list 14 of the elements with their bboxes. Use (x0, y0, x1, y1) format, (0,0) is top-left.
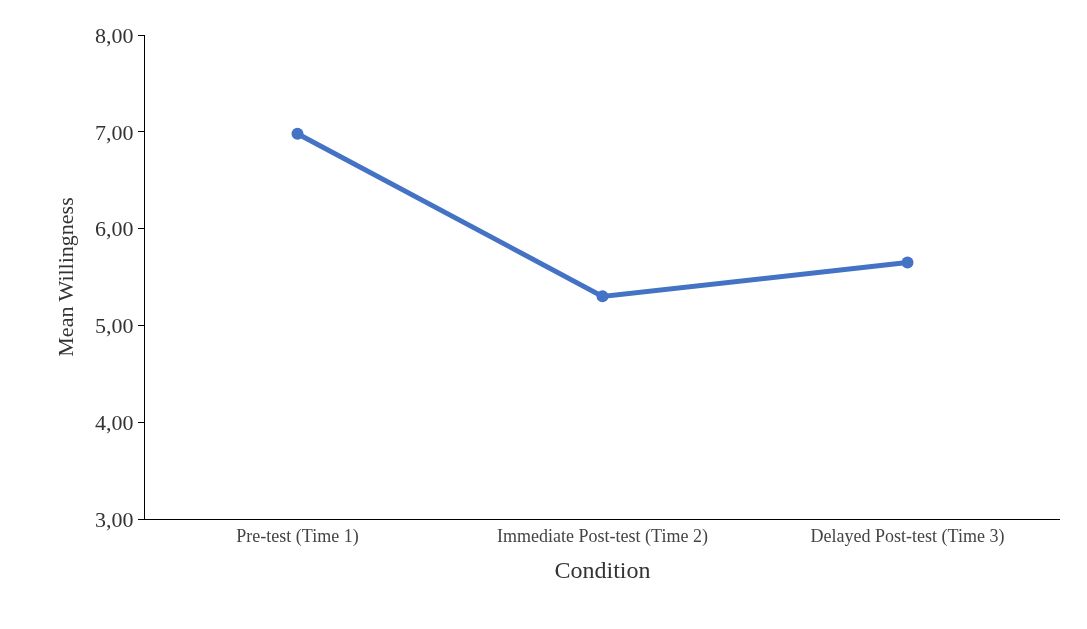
point (291, 127, 304, 140)
point (901, 256, 914, 269)
y-tick-label: 4,00 (95, 409, 134, 435)
y-tick-label: 6,00 (95, 216, 134, 242)
y-tick-label: 7,00 (95, 119, 134, 145)
y-tick-label: 8,00 (95, 22, 134, 48)
y-axis-title: Mean Willingness (52, 197, 78, 357)
x-tick-label: Delayed Post-test (Time 3) (810, 525, 1005, 547)
y-tick-label: 3,00 (95, 506, 134, 532)
point (596, 290, 609, 303)
x-tick-label: Immediate Post-test (Time 2) (497, 525, 708, 547)
x-tick-label: Pre-test (Time 1) (236, 525, 359, 547)
y-tick-label: 5,00 (95, 313, 134, 339)
x-axis-title: Condition (554, 556, 651, 583)
